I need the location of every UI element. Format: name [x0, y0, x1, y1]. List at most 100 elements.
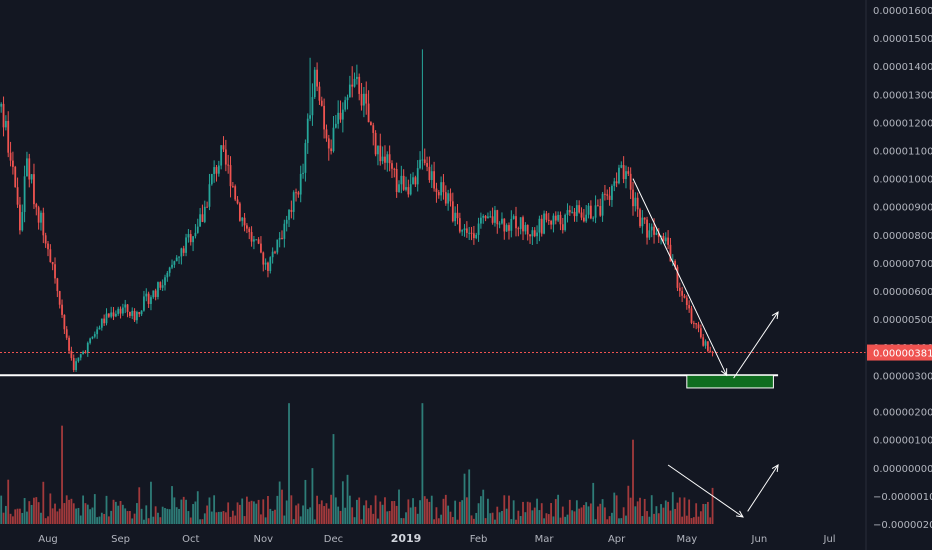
candle-body [529, 234, 531, 237]
projection-arrows[interactable] [632, 178, 779, 518]
candle-body [229, 165, 232, 187]
candle-body [491, 216, 494, 223]
price-projection-arrow[interactable] [632, 178, 728, 376]
target-zone[interactable] [686, 374, 774, 389]
time-tick-label: Oct [182, 534, 199, 545]
volume-bar [175, 507, 178, 524]
volume-bar [236, 502, 239, 524]
candle-body [154, 290, 157, 297]
volume-bar [552, 516, 555, 524]
candle-body [334, 123, 337, 128]
price-axis[interactable]: 0.00001600 0.00001500 0.00001400 0.00001300… [873, 6, 932, 531]
candle-body [430, 171, 433, 181]
candle-body [634, 197, 637, 207]
candle-body [402, 175, 405, 190]
volume-bar [423, 496, 426, 524]
time-tick-label: Sep [111, 534, 130, 545]
candle-body [547, 219, 550, 221]
volume-bar [110, 510, 113, 524]
volume-bar [72, 503, 75, 524]
volume-bar [454, 500, 457, 524]
volume-bar [363, 505, 365, 524]
volume-bar [100, 512, 103, 524]
volume-bar [426, 498, 428, 524]
candle-body [674, 260, 677, 267]
candle-body [4, 120, 7, 128]
candle-body [440, 182, 443, 196]
candle-body [346, 97, 349, 101]
candle-body [182, 248, 185, 253]
volume-bar [318, 504, 321, 524]
candle-body [250, 232, 253, 242]
candle-body [276, 239, 279, 253]
volume-bar [681, 516, 684, 524]
volume-bar [662, 507, 665, 524]
volume-bar [365, 500, 368, 524]
candle-body [274, 251, 276, 253]
time-tick-label: Apr [608, 534, 626, 545]
candle-body [620, 165, 623, 168]
volume-bar [133, 513, 136, 524]
volume-projection-arrow[interactable] [667, 464, 744, 518]
volume-bar [606, 519, 609, 524]
volume-bar [346, 474, 349, 524]
volume-bar [124, 508, 127, 524]
candle-body [604, 193, 606, 195]
candle-body [676, 266, 679, 288]
volume-bar [395, 505, 398, 524]
volume-bar [451, 517, 454, 524]
candle-body [58, 291, 61, 305]
volume-bar [248, 501, 251, 524]
candle-body [75, 361, 77, 371]
volume-bar [685, 515, 688, 524]
volume-bar [648, 516, 651, 524]
candle-body [313, 69, 316, 98]
candle-body [599, 205, 602, 216]
price-tick-label: 0.00001200 [873, 118, 932, 129]
volume-bar [4, 505, 7, 524]
volume-bar [704, 503, 707, 524]
volume-bar [615, 495, 618, 524]
volume-bar [201, 519, 204, 524]
volume-bar [187, 511, 190, 524]
volume-bar [386, 511, 389, 524]
candle-body [217, 165, 220, 174]
volume-bar [0, 495, 3, 524]
candle-body [573, 211, 576, 217]
candle-body [199, 214, 201, 227]
volume-bar [285, 500, 288, 524]
volume-bar [21, 512, 24, 524]
candle-body [304, 143, 307, 173]
volume-bar [489, 513, 492, 524]
time-axis[interactable]: Aug Sep Oct Nov Dec 2019 Feb Mar Apr May Jun Jul [38, 532, 835, 545]
candle-body [447, 193, 450, 204]
price-tick-label: 0.00001300 [873, 90, 932, 101]
candle-body [299, 173, 302, 195]
candle-body [65, 329, 68, 338]
volume-bar [238, 504, 241, 524]
candle-body [503, 218, 506, 232]
candle-body [49, 249, 52, 262]
candle-body [508, 225, 510, 231]
volume-bar [559, 517, 562, 524]
volume-bar [250, 500, 253, 524]
volume-bar [295, 505, 297, 524]
candle-body [685, 297, 688, 306]
volume-bar [337, 506, 340, 524]
candle-body [510, 218, 513, 231]
candle-body [370, 122, 372, 126]
volume-bar [498, 512, 501, 524]
candle-body [613, 181, 616, 186]
volume-bar [243, 516, 246, 524]
volume-bar [344, 507, 347, 524]
volume-bar [330, 494, 333, 524]
candle-body [575, 205, 578, 217]
candle-body [662, 236, 665, 242]
price-projection-arrow[interactable] [733, 311, 779, 379]
volume-projection-arrow[interactable] [747, 464, 779, 512]
candle-body [692, 322, 695, 324]
volume-bar [646, 511, 648, 524]
volume-bar [9, 513, 12, 524]
candle-body [171, 264, 173, 268]
